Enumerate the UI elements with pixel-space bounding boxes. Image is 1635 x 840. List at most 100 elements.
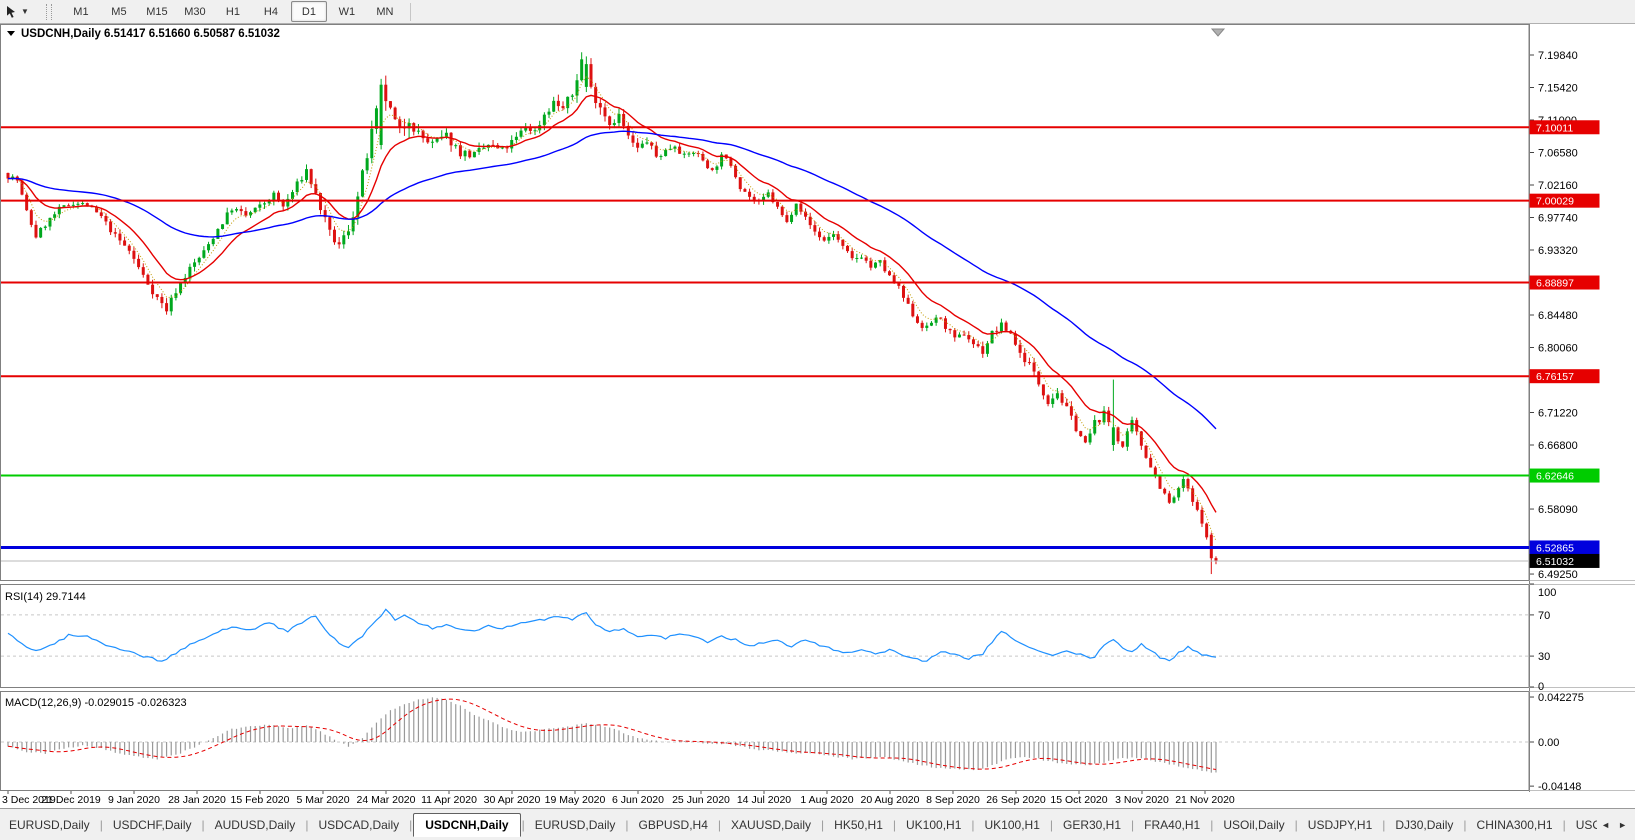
price-tag-label: 6.51032 [1536, 556, 1574, 568]
chart-shift-marker-icon[interactable] [1210, 28, 1226, 37]
chart-area[interactable]: 7.198407.154207.110007.065807.021606.977… [0, 24, 1635, 808]
time-axis-label: 11 Apr 2020 [421, 794, 477, 806]
timeframe-button-M1[interactable]: M1 [73, 5, 89, 18]
time-axis-label: 3 Dec 2019 [2, 794, 56, 806]
tab-UK100,H1[interactable]: UK100,H1 [906, 817, 962, 832]
tab-USOil,H[interactable]: USOil,H [1575, 817, 1598, 832]
time-axis-label: 26 Sep 2020 [986, 794, 1046, 806]
tab-separator: | [201, 817, 205, 832]
macd-axis-label: 0.00 [1538, 737, 1559, 749]
tabs-scroll-left-icon[interactable]: ◄ [1601, 819, 1611, 830]
cursor-tool-button[interactable]: ▼ [2, 2, 32, 22]
price-axis-label: 6.71220 [1538, 408, 1578, 420]
rsi-line [7, 608, 1217, 662]
time-axis-label: 6 Jun 2020 [612, 794, 664, 806]
tab-separator: | [305, 817, 309, 832]
tab-XAUUSD,Daily[interactable]: XAUUSD,Daily [731, 817, 812, 832]
price-tag-label: 7.00029 [1536, 196, 1574, 208]
timeframe-button-W1[interactable]: W1 [338, 5, 356, 18]
tab-EURUSD,Daily[interactable]: EURUSD,Daily [9, 817, 90, 832]
price-tag [1529, 468, 1600, 483]
tab-separator: | [1049, 817, 1053, 832]
macd-axis-label: -0.04148 [1538, 781, 1581, 793]
chart-menu-icon[interactable] [7, 31, 15, 36]
timeframe-buttons: M1 M5 M15 M30 H1 H4 D1 W1 MN [62, 1, 404, 22]
toolbar: ▼ M1 M5 M15 M30 H1 H4 D1 W1 MN [0, 0, 1635, 24]
time-axis-label: 20 Aug 2020 [861, 794, 920, 806]
tab-separator: | [99, 817, 103, 832]
price-tag-label: 6.52865 [1536, 542, 1574, 554]
pane-border [0, 24, 1530, 581]
price-axis-label: 6.93320 [1538, 245, 1578, 257]
time-axis-label: 21 Nov 2020 [1175, 794, 1235, 806]
cursor-tool-icon [5, 5, 19, 19]
time-axis-label: 19 May 2020 [545, 794, 606, 806]
price-axis[interactable]: 7.198407.154207.110007.065807.021606.977… [1529, 50, 1600, 793]
tab-separator: | [1294, 817, 1298, 832]
tab-separator: | [521, 817, 525, 832]
tab-HK50,H1[interactable]: HK50,H1 [834, 817, 883, 832]
time-axis-label: 3 Nov 2020 [1115, 794, 1169, 806]
tab-USDCHF,Daily[interactable]: USDCHF,Daily [112, 817, 192, 832]
timeframe-button-H1[interactable]: H1 [225, 5, 240, 18]
price-tag-label: 7.10011 [1536, 122, 1573, 134]
price-axis-label: 7.15420 [1538, 83, 1578, 95]
price-axis-label: 6.84480 [1538, 310, 1578, 322]
rsi-axis-label: 30 [1538, 651, 1550, 663]
time-axis-label: 8 Sep 2020 [926, 794, 980, 806]
ma-13-line [7, 94, 1217, 513]
tab-separator: | [1210, 817, 1214, 832]
macd-signal-line [7, 698, 1217, 770]
price-axis-label: 7.02160 [1538, 180, 1578, 192]
price-tag [1529, 120, 1600, 135]
tab-separator: | [625, 817, 629, 832]
tab-USDCNH,Daily[interactable]: USDCNH,Daily [413, 812, 521, 837]
pane-border [0, 691, 1530, 791]
tab-USDCAD,Daily[interactable]: USDCAD,Daily [318, 817, 400, 832]
timeframe-button-M15[interactable]: M15 [146, 5, 168, 18]
tab-AUDUSD,Daily[interactable]: AUDUSD,Daily [214, 817, 296, 832]
macd-histogram [7, 697, 1217, 773]
timeframe-button-MN[interactable]: MN [376, 5, 394, 18]
price-tag [1529, 369, 1600, 384]
time-axis-label: 28 Jan 2020 [168, 794, 226, 806]
tab-CHINA300,H1[interactable]: CHINA300,H1 [1476, 817, 1553, 832]
tab-USDJPY,H1[interactable]: USDJPY,H1 [1307, 817, 1373, 832]
time-axis-label: 25 Jun 2020 [672, 794, 730, 806]
tab-separator: | [971, 817, 975, 832]
timeframe-button-M5[interactable]: M5 [111, 5, 127, 18]
tab-separator: | [409, 817, 413, 832]
time-axis-label: 5 Mar 2020 [296, 794, 349, 806]
tab-GER30,H1[interactable]: GER30,H1 [1063, 817, 1122, 832]
timeframe-button-M30[interactable]: M30 [184, 5, 206, 18]
rsi-indicator-label: RSI(14) 29.7144 [5, 591, 86, 603]
ma-5-line [7, 76, 1217, 541]
tab-UK100,H1[interactable]: UK100,H1 [984, 817, 1040, 832]
price-axis-label: 7.19840 [1538, 50, 1578, 62]
tab-GBPUSD,H4[interactable]: GBPUSD,H4 [638, 817, 708, 832]
main-pane-title: USDCNH,Daily 6.51417 6.51660 6.50587 6.5… [7, 28, 280, 40]
timeframe-button-D1[interactable]: D1 [290, 1, 327, 22]
time-axis-label: 1 Aug 2020 [800, 794, 853, 806]
tab-DJ30,Daily[interactable]: DJ30,Daily [1395, 817, 1454, 832]
price-tag-label: 6.76157 [1536, 371, 1574, 383]
price-tag [1529, 275, 1600, 290]
tabs-scroll-right-icon[interactable]: ► [1618, 819, 1627, 830]
tab-EURUSD,Daily[interactable]: EURUSD,Daily [534, 817, 616, 832]
time-axis-label: 14 Jul 2020 [737, 794, 791, 806]
chart-tabs: EURUSD,Daily | USDCHF,Daily | AUDUSD,Daily | U… [0, 809, 1597, 840]
tab-USOil,Daily[interactable]: USOil,Daily [1223, 817, 1285, 832]
chevron-down-icon[interactable]: ▼ [21, 7, 29, 16]
rsi-axis-label: 0 [1538, 681, 1544, 693]
tab-separator: | [1463, 817, 1467, 832]
tab-separator: | [821, 817, 825, 832]
timeframe-button-H4[interactable]: H4 [263, 5, 278, 18]
tab-separator: | [1382, 817, 1386, 832]
toolbar-grip[interactable] [45, 3, 52, 20]
tab-FRA40,H1[interactable]: FRA40,H1 [1144, 817, 1201, 832]
pane-border [0, 584, 1530, 688]
chart-symbol-label: USDCNH,Daily [21, 28, 101, 40]
price-axis-label: 6.66800 [1538, 440, 1578, 452]
